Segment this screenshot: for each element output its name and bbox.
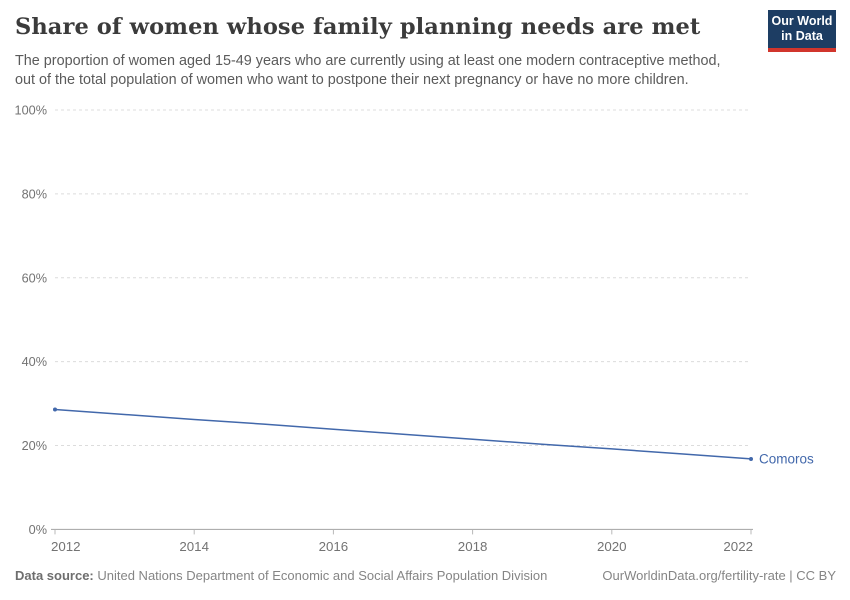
x-tick-label: 2022 — [723, 539, 753, 554]
y-tick-label: 60% — [22, 271, 47, 285]
chart-footer: Data source: United Nations Department o… — [15, 568, 836, 583]
owid-logo-line2: in Data — [781, 29, 823, 43]
data-source-text: United Nations Department of Economic an… — [93, 568, 548, 583]
chart-title: Share of women whose family planning nee… — [15, 14, 701, 40]
x-tick-label: 2012 — [51, 539, 81, 554]
x-tick-label: 2014 — [179, 539, 209, 554]
license-link[interactable]: OurWorldinData.org/fertility-rate | CC B… — [602, 568, 836, 583]
data-source-label: Data source: — [15, 568, 94, 583]
chart-subtitle-line1: The proportion of women aged 15-49 years… — [15, 53, 721, 69]
y-tick-label: 80% — [22, 187, 47, 201]
y-tick-label: 20% — [22, 439, 47, 453]
series-endpoint-dot — [749, 456, 753, 461]
series-endpoint-dot — [53, 407, 57, 412]
x-tick-label: 2020 — [597, 539, 627, 554]
owid-logo-line1: Our World — [771, 14, 833, 28]
chart-subtitle: The proportion of women aged 15-49 years… — [15, 52, 775, 89]
x-tick-label: 2018 — [458, 539, 488, 554]
series-line-comoros[interactable] — [54, 408, 752, 460]
series-entity-label[interactable]: Comoros — [759, 451, 814, 466]
chart-subtitle-line2: out of the total population of women who… — [15, 71, 689, 88]
data-source-note: Data source: United Nations Department o… — [15, 568, 547, 583]
x-tick-label: 2016 — [319, 539, 349, 554]
y-tick-label: 0% — [29, 523, 47, 537]
y-tick-label: 100% — [15, 104, 47, 118]
owid-logo: Our World in Data — [768, 10, 836, 52]
y-tick-label: 40% — [22, 355, 47, 369]
